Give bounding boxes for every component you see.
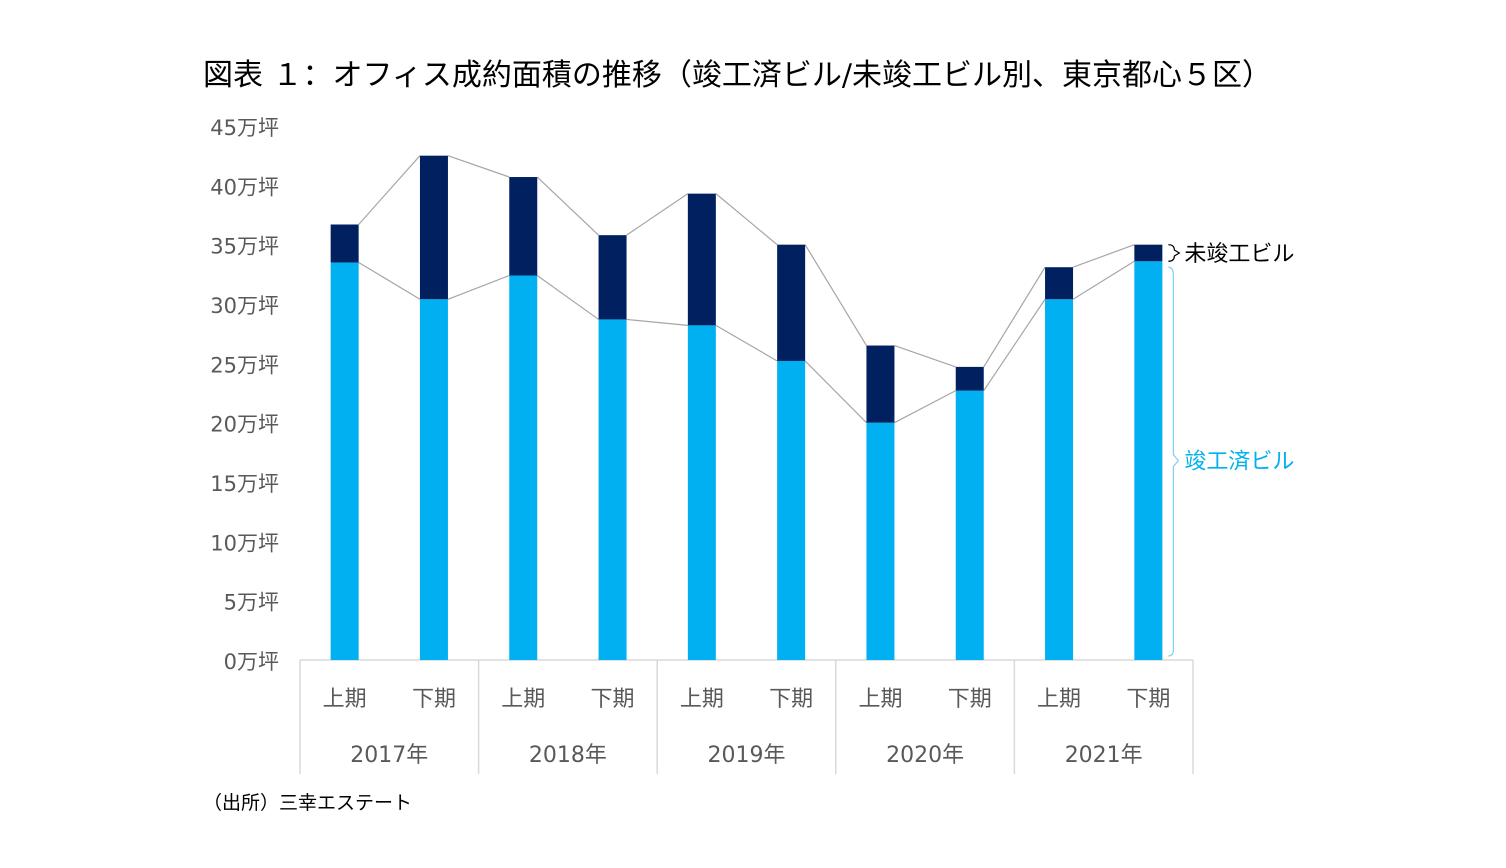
bar-completed [419,299,448,660]
connector-completed [626,318,688,326]
y-tick-label: 30万坪 [210,294,279,318]
y-tick-label: 5万坪 [224,591,279,615]
x-category-label: 上期 [1037,687,1081,712]
connector-total [626,193,689,236]
connector-completed [715,324,778,362]
bar-uncompleted [598,235,627,320]
x-category-label: 上期 [680,687,724,712]
connector-total [358,155,421,225]
bar-completed [777,360,806,660]
source-note: （出所）三幸エステート [203,792,413,814]
bars-layer [330,155,1163,660]
bar-completed [687,325,716,660]
x-category-label: 下期 [948,687,992,712]
connector-completed [894,390,957,424]
bar-completed [955,390,984,660]
connector-total [447,155,510,178]
connector-total [804,244,867,346]
bar-completed [509,275,538,660]
bar-uncompleted [955,366,984,391]
connector-lines [358,155,1135,424]
x-category-label: 下期 [769,687,813,712]
bar-uncompleted [330,224,359,263]
connector-completed [536,275,599,320]
x-group-label: 2021年 [1065,743,1143,768]
connector-completed [804,360,867,424]
bar-completed [866,422,895,660]
bar-uncompleted [419,155,448,300]
x-category-label: 上期 [858,687,902,712]
y-tick-label: 35万坪 [210,235,279,259]
chart-title: 図表 １：オフィス成約面積の推移（竣工済ビル/未竣工ビル別、東京都心５区） [203,58,1273,93]
y-tick-label: 20万坪 [210,413,279,437]
x-category-label: 下期 [1126,687,1170,712]
connector-total [894,344,956,368]
y-tick-label: 40万坪 [210,175,279,199]
connector-total [715,193,778,246]
legend-label-uncompleted: 未竣工ビル [1184,242,1294,267]
connector-completed [358,261,421,300]
y-tick-label: 0万坪 [224,650,279,674]
x-group-label: 2017年 [350,743,428,768]
bar-completed [1134,261,1163,660]
bar-uncompleted [777,244,806,361]
connector-completed [1072,260,1135,300]
bar-uncompleted [1045,267,1074,300]
bar-uncompleted [1134,244,1163,262]
bar-uncompleted [509,177,538,276]
bar-uncompleted [866,345,895,423]
y-tick-label: 45万坪 [210,116,279,140]
bar-uncompleted [687,193,716,326]
connector-total [1072,244,1135,268]
y-tick-label: 10万坪 [210,531,279,555]
connector-completed [447,274,510,300]
x-group-label: 2020年 [886,743,964,768]
legend-bracket-uncompleted [1168,244,1181,262]
y-tick-label: 15万坪 [210,472,279,496]
x-group-label: 2018年 [529,743,607,768]
x-group-label: 2019年 [708,743,786,768]
bar-completed [330,262,359,660]
y-tick-label: 25万坪 [210,353,279,377]
x-category-label: 上期 [323,687,367,712]
connector-total [536,176,599,236]
x-category-label: 下期 [591,687,635,712]
bar-completed [1045,299,1074,660]
connector-total [983,266,1046,368]
axes-layer: 0万坪 5万坪 10万坪 15万坪 20万坪 25万坪 30万坪 35万坪 40万坪 45万坪上期… [210,116,1194,774]
x-category-label: 下期 [412,687,456,712]
x-category-label: 上期 [501,687,545,712]
bar-completed [598,319,627,660]
legend-label-completed: 竣工済ビル [1184,450,1294,475]
connector-completed [983,298,1046,391]
legend-bracket-completed [1168,266,1180,657]
